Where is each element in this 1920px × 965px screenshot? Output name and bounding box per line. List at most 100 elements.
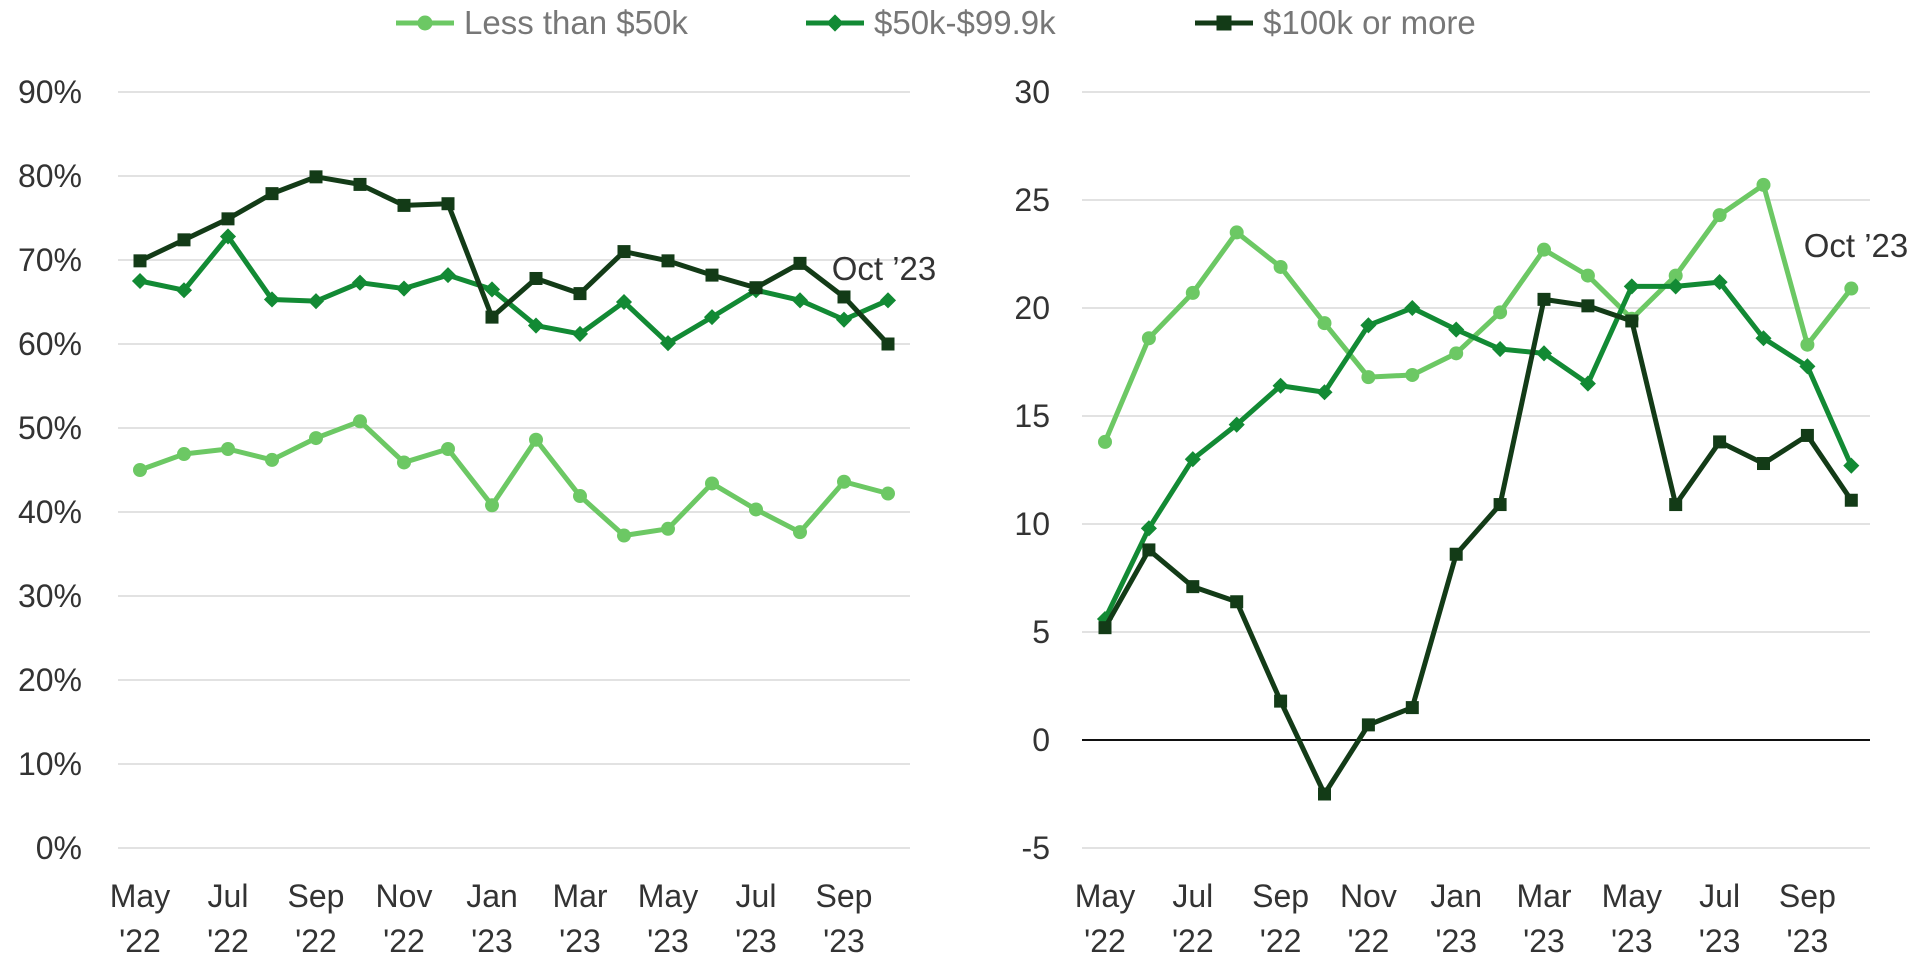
legend-marker bbox=[417, 15, 433, 31]
data-point bbox=[1667, 278, 1684, 295]
data-point bbox=[221, 212, 235, 226]
data-point bbox=[1800, 428, 1814, 442]
gridlines bbox=[118, 91, 910, 849]
y-tick-label: 0% bbox=[36, 830, 82, 866]
x-tick-label: Jan bbox=[1430, 878, 1482, 914]
series-line bbox=[138, 174, 890, 346]
data-point bbox=[1405, 367, 1420, 382]
chart-panel-1: 0% 10% 20% 30% 40% 50% 60% 70% 80% 90% May '22 Jul '2… bbox=[18, 74, 936, 959]
x-tick-label: '23 bbox=[471, 923, 513, 959]
y-tick-label: 5 bbox=[1032, 614, 1050, 650]
data-point bbox=[1185, 285, 1200, 300]
legend-item-2: $50k-$99.9k bbox=[806, 4, 1056, 41]
data-point bbox=[1318, 787, 1331, 801]
data-point bbox=[617, 528, 631, 543]
x-tick-label: '22 bbox=[1348, 923, 1390, 959]
x-tick-label: '22 bbox=[295, 923, 337, 959]
y-tick-label: 20% bbox=[18, 662, 82, 698]
legend-label: Less than $50k bbox=[464, 4, 688, 41]
data-point bbox=[131, 272, 149, 290]
x-tick-label: '22 bbox=[1260, 923, 1302, 959]
x-tick-label: '22 bbox=[383, 923, 425, 959]
data-point bbox=[177, 233, 191, 247]
data-point bbox=[485, 498, 499, 513]
data-point bbox=[395, 280, 413, 297]
series-line bbox=[139, 233, 890, 346]
y-tick-label: 90% bbox=[18, 74, 82, 110]
y-tick-label: 30 bbox=[1014, 74, 1050, 110]
data-point bbox=[1273, 259, 1288, 274]
data-point bbox=[1142, 543, 1156, 557]
data-point bbox=[1493, 498, 1507, 512]
data-point bbox=[1098, 434, 1112, 449]
data-point bbox=[837, 474, 851, 489]
data-point bbox=[1844, 281, 1859, 296]
y-tick-label: -5 bbox=[1022, 830, 1050, 866]
data-point bbox=[1757, 457, 1770, 471]
data-point bbox=[221, 442, 235, 456]
x-tick-label: Sep bbox=[1252, 878, 1309, 914]
y-tick-label: 20 bbox=[1014, 290, 1050, 326]
data-point bbox=[1580, 268, 1595, 283]
data-point bbox=[265, 452, 279, 467]
data-point bbox=[1537, 292, 1551, 306]
x-tick-label: May bbox=[1075, 878, 1135, 914]
x-tick-label: '22 bbox=[207, 923, 249, 959]
data-point bbox=[879, 292, 897, 309]
x-tick-label: Mar bbox=[1516, 878, 1571, 914]
series-2 bbox=[131, 228, 897, 352]
data-point bbox=[573, 287, 587, 301]
x-tick-label: Mar bbox=[552, 878, 607, 914]
y-tick-label: 40% bbox=[18, 494, 82, 530]
data-point bbox=[749, 281, 763, 295]
data-point bbox=[793, 525, 807, 540]
data-point bbox=[1272, 377, 1289, 394]
data-point bbox=[353, 177, 367, 191]
gridlines bbox=[1082, 91, 1870, 849]
data-point bbox=[1448, 321, 1465, 338]
data-point bbox=[1230, 595, 1244, 609]
data-point bbox=[1799, 358, 1816, 375]
series-line bbox=[1102, 182, 1854, 443]
data-point bbox=[703, 309, 721, 326]
x-tick-label: Jul bbox=[736, 878, 777, 914]
series-line bbox=[1102, 296, 1854, 797]
x-tick-label: '23 bbox=[1787, 923, 1829, 959]
data-point bbox=[529, 432, 543, 447]
data-point bbox=[881, 337, 895, 351]
x-tick-label: Jul bbox=[1172, 878, 1213, 914]
series-3 bbox=[133, 170, 895, 351]
data-point bbox=[1579, 375, 1596, 392]
legend-item-1: Less than $50k bbox=[396, 4, 688, 41]
y-tick-label: 15 bbox=[1014, 398, 1050, 434]
legend-marker bbox=[826, 14, 844, 32]
data-point bbox=[1141, 331, 1156, 346]
data-point bbox=[1228, 416, 1245, 433]
data-point bbox=[175, 282, 193, 299]
series-3 bbox=[1098, 292, 1858, 801]
x-tick-label: '23 bbox=[823, 923, 865, 959]
x-tick-label: '23 bbox=[1699, 923, 1741, 959]
y-tick-label: 80% bbox=[18, 158, 82, 194]
x-tick-label: Sep bbox=[816, 878, 873, 914]
y-tick-label: 50% bbox=[18, 410, 82, 446]
data-point bbox=[1098, 621, 1112, 635]
data-point bbox=[263, 291, 281, 308]
y-tick-label: 10 bbox=[1014, 506, 1050, 542]
data-point bbox=[397, 198, 411, 212]
data-point bbox=[705, 476, 719, 491]
data-point bbox=[529, 271, 543, 285]
data-point bbox=[1361, 718, 1375, 732]
data-point bbox=[1449, 547, 1463, 561]
annotation-label: Oct ’23 bbox=[1804, 227, 1909, 264]
data-point bbox=[527, 317, 545, 334]
data-point bbox=[705, 268, 719, 282]
y-tick-label: 10% bbox=[18, 746, 82, 782]
x-tick-label: Sep bbox=[288, 878, 345, 914]
data-point bbox=[177, 447, 191, 462]
data-point bbox=[1625, 314, 1639, 328]
x-tick-label: Nov bbox=[1340, 878, 1397, 914]
legend-marker bbox=[1216, 15, 1232, 31]
x-tick-label: Jul bbox=[208, 878, 249, 914]
